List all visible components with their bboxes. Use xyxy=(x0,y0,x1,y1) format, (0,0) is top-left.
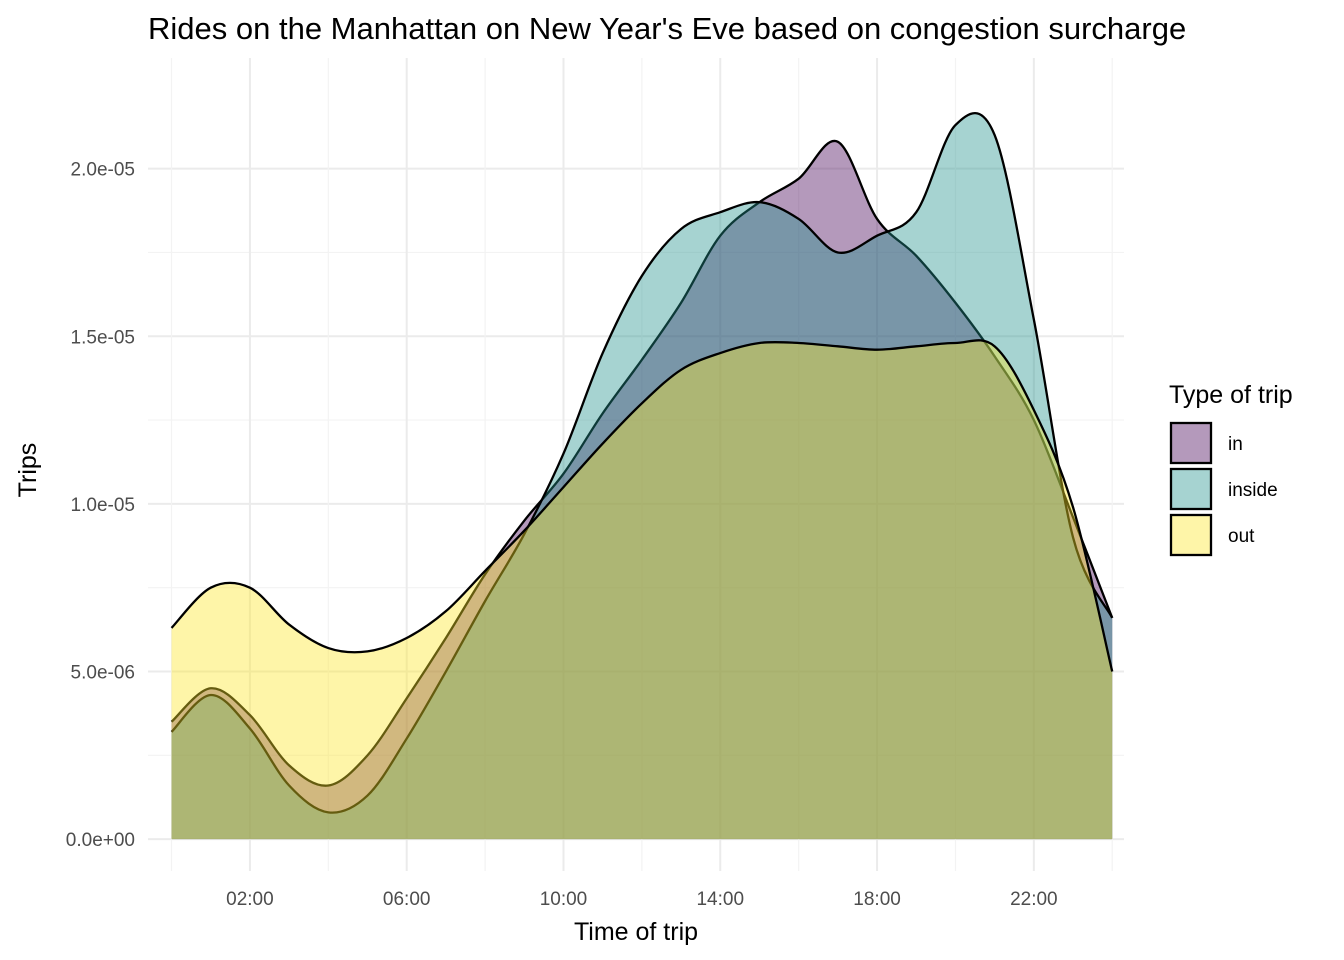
legend-key-out xyxy=(1169,513,1213,557)
y-tick-label: 0.0e+00 xyxy=(66,830,135,851)
x-tick-label: 06:00 xyxy=(383,889,431,910)
y-tick-label: 1.5e-05 xyxy=(71,327,135,348)
density-areas xyxy=(170,112,1114,840)
x-tick-label: 14:00 xyxy=(696,889,744,910)
density-line-out xyxy=(170,339,1114,672)
y-axis-ticks: 0.0e+00 5.0e-06 1.0e-05 1.5e-05 2.0e-05 xyxy=(66,160,135,852)
density-line-inside xyxy=(170,112,1114,814)
legend-item-inside: inside xyxy=(1169,467,1278,511)
y-tick-label: 5.0e-06 xyxy=(71,663,135,684)
legend-key-bg xyxy=(1171,515,1211,555)
x-tick-label: 02:00 xyxy=(226,889,274,910)
legend-key-in xyxy=(1169,421,1213,465)
legend-item-out: out xyxy=(1169,513,1255,557)
legend-item-in: in xyxy=(1169,421,1243,465)
chart-title: Rides on the Manhattan on New Year's Eve… xyxy=(148,11,1186,46)
area-out xyxy=(171,340,1113,840)
legend-label-out: out xyxy=(1228,526,1255,547)
y-axis-title: Trips xyxy=(14,443,42,498)
y-tick-label: 2.0e-05 xyxy=(71,160,135,181)
area-in xyxy=(171,140,1113,840)
area-inside xyxy=(171,113,1113,840)
density-line-in xyxy=(170,139,1114,787)
legend-title: Type of trip xyxy=(1169,381,1293,409)
legend: Type of trip in inside out xyxy=(1169,381,1293,557)
x-axis-ticks: 02:00 06:00 10:00 14:00 18:00 22:00 xyxy=(226,889,1057,910)
x-tick-label: 22:00 xyxy=(1010,889,1058,910)
legend-label-inside: inside xyxy=(1228,480,1278,501)
grid xyxy=(148,58,1124,871)
x-tick-label: 18:00 xyxy=(853,889,901,910)
legend-label-in: in xyxy=(1228,434,1243,455)
legend-key-bg xyxy=(1171,469,1211,509)
legend-key-inside xyxy=(1169,467,1213,511)
y-tick-label: 1.0e-05 xyxy=(71,495,135,516)
x-tick-label: 10:00 xyxy=(540,889,588,910)
x-axis-title: Time of trip xyxy=(574,918,698,946)
legend-key-bg xyxy=(1171,423,1211,463)
